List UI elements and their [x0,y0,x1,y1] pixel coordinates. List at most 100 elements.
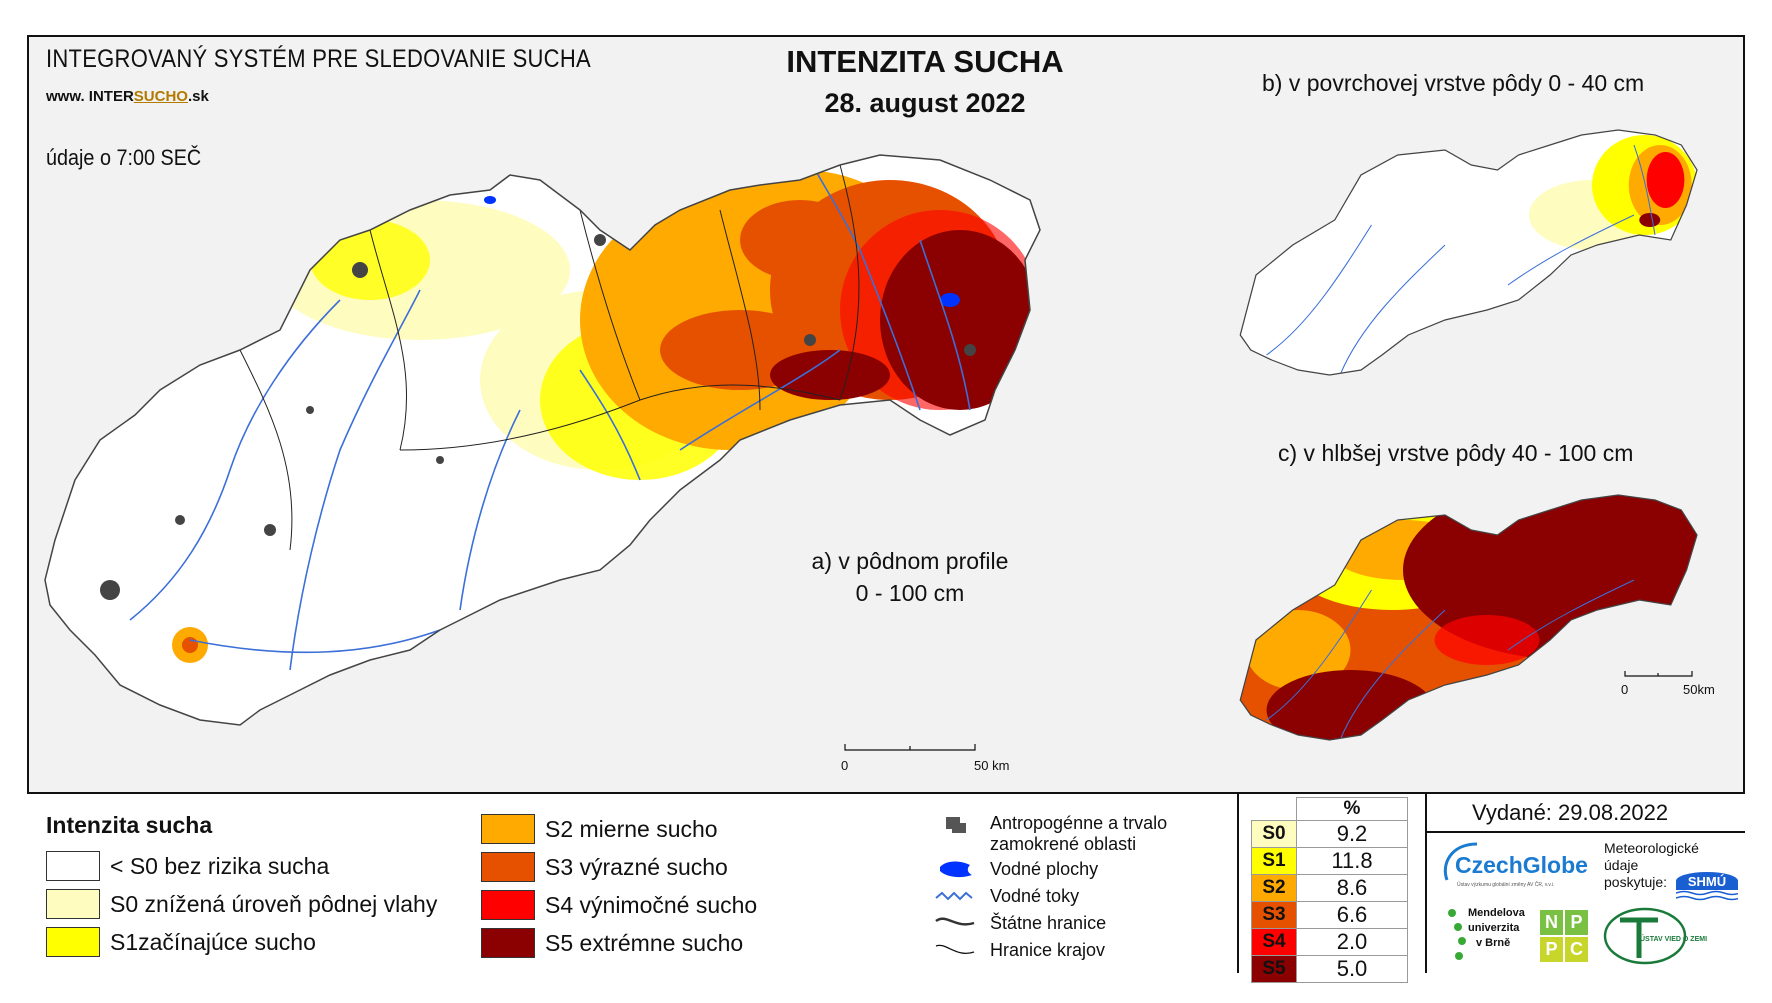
mendel-dots-icon [1448,909,1466,960]
legend-water-streams: Vodné toky [930,884,1079,908]
divider-3 [1427,831,1745,833]
percent-table: % S0 9.2 S1 11.8 S2 8.6 S3 6.6 S4 2.0 S5… [1251,797,1408,983]
legend-title: Intenzita sucha [46,812,213,838]
table-row: S2 8.6 [1251,874,1408,902]
legend-swatch [46,851,100,881]
table-value-cell: 2.0 [1296,928,1408,956]
met-provider-text: Meteorologické údaje poskytuje: [1604,840,1699,891]
legend-swatch [481,814,535,844]
table-value-cell: 5.0 [1296,955,1408,983]
legend-item-s4: S4 výnimočné sucho [481,890,757,920]
map-a-label: a) v pôdnom profile 0 - 100 cm [790,545,1030,609]
subsoil-drought-map [1239,494,1698,741]
map-a-label-line1: a) v pôdnom profile [811,548,1009,574]
table-class-cell: S1 [1251,847,1297,875]
legend-label: S1začínajúce sucho [110,928,316,955]
czechglobe-subtitle: Ústav výzkumu globální změny AV ČR, v.v.… [1457,882,1555,888]
nppc-c: C [1565,937,1588,962]
map-b-label: b) v povrchovej vrstve pôdy 0 - 40 cm [1262,70,1645,96]
map-date: 28. august 2022 [824,88,1026,118]
met-line2: údaje [1604,857,1639,873]
water-area-icon [940,861,972,878]
legend-swatch [46,927,100,957]
legend-label: < S0 bez rizika sucha [110,852,330,879]
water-streams-label: Vodné toky [990,885,1080,906]
mendel-line2: univerzita [1468,922,1520,934]
table-row: S3 6.6 [1251,901,1408,929]
czechglobe-name: CzechGlobe [1455,852,1588,878]
legend-swatch [46,889,100,919]
uvz-emblem-icon [1603,907,1687,965]
met-line3: poskytuje: [1604,874,1668,890]
legend-item-s2: S2 mierne sucho [481,814,718,844]
legend-item-s1: S1začínajúce sucho [46,927,316,957]
legend-item-s3: S3 výrazné sucho [481,852,728,882]
legend-water-areas: Vodné plochy [930,857,1098,881]
nppc-p2: P [1540,937,1563,962]
table-row: S5 5.0 [1251,955,1408,983]
legend-label: S2 mierne sucho [545,815,718,842]
main-drought-map [44,154,1041,726]
legend-item-below-s0: < S0 bez rizika sucha [46,851,329,881]
topsoil-drought-map [1239,129,1698,376]
legend-item-s5: S5 extrémne sucho [481,928,743,958]
shmu-logo: SHMÚ [1676,872,1738,902]
uvz-logo: ÚSTAV VIED O ZEMI [1600,906,1724,966]
state-border-label: Štátne hranice [990,912,1107,933]
legend-swatch [481,928,535,958]
table-class-cell: S4 [1251,928,1297,956]
anthropogenic-line2: zamokrené oblasti [990,834,1137,854]
legend-label: S5 extrémne sucho [545,929,744,956]
main-title: INTENZITA SUCHA [786,44,1064,79]
region-border-label: Hranice krajov [990,939,1106,960]
divider-2 [1425,794,1427,973]
water-areas-label: Vodné plochy [990,858,1099,879]
table-row: S4 2.0 [1251,928,1408,956]
czechglobe-arc-icon [1443,842,1478,881]
table-class-cell: S2 [1251,874,1297,902]
table-value-cell: 8.6 [1296,874,1408,902]
table-header-percent: % [1296,797,1408,821]
main-scale-bar [844,744,976,751]
map-a-label-line2: 0 - 100 cm [855,580,965,606]
small-scale-bar [1624,671,1693,677]
table-row: S1 11.8 [1251,847,1408,875]
table-value-cell: 9.2 [1296,820,1408,848]
legend-swatch [481,890,535,920]
legend-region-border: Hranice krajov [930,938,1105,962]
legend-anthropogenic: Antropogénne a trvalo zamokrené oblasti [930,813,1167,855]
uvz-text: ÚSTAV VIED O ZEMI [1640,936,1708,943]
met-line1: Meteorologické [1604,840,1699,856]
legend-label: S0 znížená úroveň pôdnej vlahy [110,890,438,917]
czechglobe-logo: CzechGlobe Ústav výzkumu globální změny … [1437,838,1597,894]
website-mid: SUCHO [133,88,188,105]
shmu-text: SHMÚ [1676,872,1738,890]
table-value-cell: 6.6 [1296,901,1408,929]
legend-swatch [481,852,535,882]
map-c-label: c) v hlbšej vrstve pôdy 40 - 100 cm [1278,440,1634,466]
data-time-note: údaje o 7:00 SEČ [46,145,202,170]
table-header-empty [1252,798,1297,821]
legend-label: S3 výrazné sucho [545,853,728,880]
table-class-cell: S3 [1251,901,1297,929]
main-scale-end: 50 km [974,758,1010,773]
table-class-cell: S5 [1251,955,1297,983]
shmu-waves-icon [1676,890,1738,901]
table-value-cell: 11.8 [1296,847,1408,875]
anthropogenic-line1: Antropogénne a trvalo [990,813,1168,833]
legend-state-border: Štátne hranice [930,911,1106,935]
mendel-line1: Mendelova [1468,907,1525,919]
divider-1 [1237,794,1239,973]
system-title: INTEGROVANÝ SYSTÉM PRE SLEDOVANIE SUCHA [46,45,591,73]
website-prefix: www. INTER [46,88,134,105]
website-suffix: .sk [187,88,209,105]
mendel-logo: Mendelova univerzita v Brně [1446,906,1526,966]
table-row: S0 9.2 [1251,820,1408,848]
small-scale-end: 50km [1683,682,1715,697]
issued-date: Vydané: 29.08.2022 [1472,800,1669,825]
nppc-p1: P [1565,910,1588,935]
water-stream-icon [935,891,973,901]
website-link[interactable]: www. INTERSUCHO.sk [46,88,209,105]
region-border-icon [935,944,975,954]
table-class-cell: S0 [1251,820,1297,848]
